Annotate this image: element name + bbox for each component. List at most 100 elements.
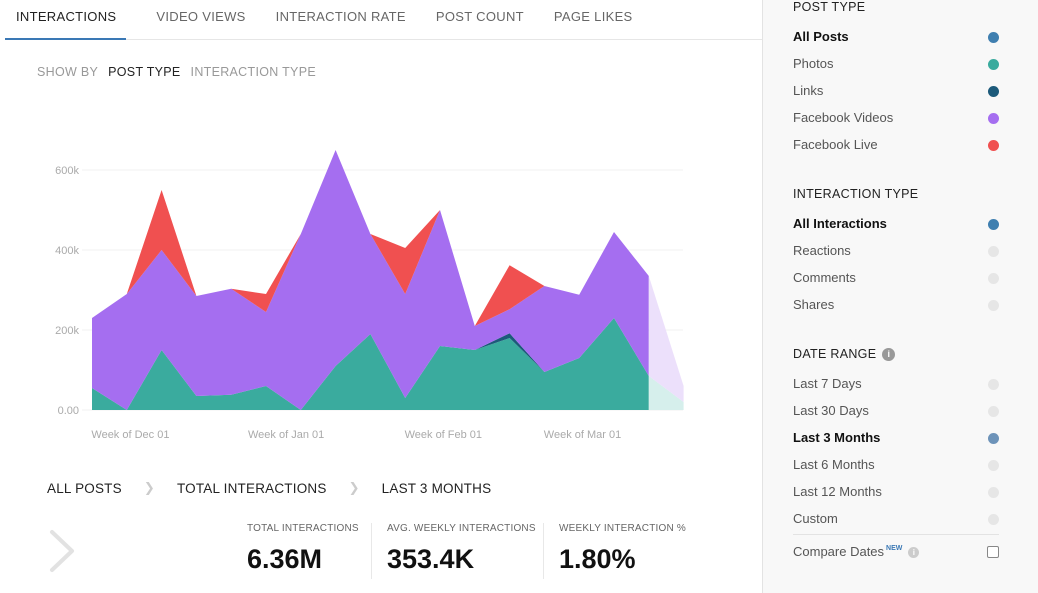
x-tick-label: Week of Dec 01 — [91, 429, 169, 441]
stat-label: AVG. WEEKLY INTERACTIONS — [387, 523, 536, 534]
sidebar-item-label: Last 30 Days — [793, 403, 869, 418]
post-type-title: POST TYPE — [793, 0, 866, 14]
area-photos-projected[interactable] — [648, 376, 684, 410]
color-dot-icon — [988, 219, 999, 230]
interactions-area-chart: 0.00 200k 400k 600k Week of Dec 01 Week of Ja… — [55, 150, 684, 441]
color-dot-icon — [988, 300, 999, 311]
color-dot-icon — [988, 113, 999, 124]
stat-avg-weekly-interactions: AVG. WEEKLY INTERACTIONS 353.4K — [387, 523, 536, 575]
sidebar-item-last-6-months[interactable]: Last 6 Months — [793, 457, 999, 477]
tab-interactions[interactable]: INTERACTIONS — [5, 0, 127, 40]
color-dot-icon — [988, 514, 999, 525]
stat-divider — [371, 523, 372, 579]
show-by-interaction-type[interactable]: INTERACTION TYPE — [190, 65, 316, 79]
y-tick-label: 600k — [55, 165, 79, 177]
chevron-right-icon: ❯ — [143, 480, 155, 495]
breadcrumb: ALL POSTS ❯ TOTAL INTERACTIONS ❯ LAST 3 … — [47, 480, 491, 496]
chevron-right-icon[interactable] — [48, 528, 78, 574]
x-tick-label: Week of Jan 01 — [248, 429, 324, 441]
color-dot-icon — [988, 59, 999, 70]
sidebar-item-all-interactions[interactable]: All Interactions — [793, 216, 999, 236]
sidebar-item-label: Last 3 Months — [793, 430, 881, 445]
area-facebook_videos-projected[interactable] — [648, 276, 684, 402]
y-tick-label: 200k — [55, 325, 79, 337]
sidebar-item-all-posts[interactable]: All Posts — [793, 29, 999, 49]
y-tick-label: 400k — [55, 245, 79, 257]
color-dot-icon — [988, 406, 999, 417]
tab-interaction-rate[interactable]: INTERACTION RATE — [275, 9, 406, 24]
chevron-right-icon: ❯ — [348, 480, 360, 495]
stat-label: TOTAL INTERACTIONS — [247, 523, 359, 534]
info-icon[interactable]: i — [882, 348, 896, 361]
filter-sidebar: POST TYPE All Posts Photos Links Facebook V… — [762, 0, 1038, 593]
sidebar-item-shares[interactable]: Shares — [793, 297, 999, 317]
stat-weekly-interaction-pct: WEEKLY INTERACTION % 1.80% — [559, 523, 686, 575]
sidebar-item-comments[interactable]: Comments — [793, 270, 999, 290]
sidebar-item-last-12-months[interactable]: Last 12 Months — [793, 484, 999, 504]
sidebar-item-photos[interactable]: Photos — [793, 56, 999, 76]
area-facebook_videos[interactable] — [92, 150, 649, 410]
y-tick-label: 0.00 — [58, 405, 79, 417]
show-by-post-type[interactable]: POST TYPE — [108, 65, 181, 79]
sidebar-item-last-7-days[interactable]: Last 7 Days — [793, 376, 999, 396]
sidebar-item-label: Custom — [793, 511, 838, 526]
date-range-label: DATE RANGE — [793, 347, 877, 361]
color-dot-icon — [988, 273, 999, 284]
divider — [793, 534, 999, 535]
info-icon[interactable]: i — [908, 547, 920, 558]
sidebar-item-label: Photos — [793, 56, 834, 71]
stat-value: 353.4K — [387, 544, 475, 574]
color-dot-icon — [988, 460, 999, 471]
interaction-type-title: INTERACTION TYPE — [793, 187, 919, 201]
sidebar-item-reactions[interactable]: Reactions — [793, 243, 999, 263]
sidebar-item-custom[interactable]: Custom — [793, 511, 999, 531]
breadcrumb-all-posts[interactable]: ALL POSTS — [47, 480, 122, 496]
color-dot-icon — [988, 140, 999, 151]
sidebar-item-label: Shares — [793, 297, 835, 312]
compare-dates-row[interactable]: Compare Dates NEW i — [793, 544, 999, 564]
sidebar-item-label: Comments — [793, 270, 856, 285]
sidebar-item-label: All Interactions — [793, 216, 887, 231]
sidebar-item-label: Facebook Videos — [793, 110, 894, 125]
show-by-bar: SHOW BY POST TYPE INTERACTION TYPE — [37, 65, 316, 79]
sidebar-item-last-3-months[interactable]: Last 3 Months — [793, 430, 999, 450]
tab-page-likes[interactable]: PAGE LIKES — [553, 9, 633, 24]
metric-tabs: INTERACTIONS VIDEO VIEWS INTERACTION RATE P… — [5, 0, 762, 40]
color-dot-icon — [988, 433, 999, 444]
sidebar-item-label: Last 12 Months — [793, 484, 882, 499]
stat-value: 1.80% — [559, 544, 636, 574]
sidebar-item-label: Facebook Live — [793, 137, 878, 152]
sidebar-item-label: Links — [793, 83, 824, 98]
stat-value: 6.36M — [247, 544, 323, 574]
color-dot-icon — [988, 32, 999, 43]
sidebar-item-links[interactable]: Links — [793, 83, 999, 103]
color-dot-icon — [988, 246, 999, 257]
color-dot-icon — [988, 86, 999, 97]
stat-divider — [543, 523, 544, 579]
sidebar-item-last-30-days[interactable]: Last 30 Days — [793, 403, 999, 423]
compare-dates-label: Compare Dates — [793, 544, 885, 559]
x-tick-label: Week of Mar 01 — [544, 429, 621, 441]
area-facebook_live[interactable] — [92, 150, 649, 326]
sidebar-item-facebook-live[interactable]: Facebook Live — [793, 137, 999, 157]
stat-total-interactions: TOTAL INTERACTIONS 6.36M — [247, 523, 359, 575]
sidebar-item-label: Last 6 Months — [793, 457, 875, 472]
color-dot-icon — [988, 379, 999, 390]
sidebar-item-label: All Posts — [793, 29, 849, 44]
area-photos[interactable] — [92, 318, 649, 410]
color-dot-icon — [988, 487, 999, 498]
stat-label: WEEKLY INTERACTION % — [559, 523, 686, 534]
breadcrumb-last-3-months[interactable]: LAST 3 MONTHS — [381, 480, 492, 496]
x-tick-label: Week of Feb 01 — [405, 429, 482, 441]
new-badge: NEW — [886, 545, 903, 552]
tab-video-views[interactable]: VIDEO VIEWS — [156, 9, 246, 24]
sidebar-item-label: Last 7 Days — [793, 376, 862, 391]
breadcrumb-total-interactions[interactable]: TOTAL INTERACTIONS — [176, 480, 327, 496]
main-panel: INTERACTIONS VIDEO VIEWS INTERACTION RATE P… — [5, 0, 762, 579]
sidebar-item-facebook-videos[interactable]: Facebook Videos — [793, 110, 999, 130]
show-by-label: SHOW BY — [37, 65, 99, 79]
tab-post-count[interactable]: POST COUNT — [435, 9, 524, 24]
date-range-title: DATE RANGE i — [793, 347, 896, 361]
sidebar-item-label: Reactions — [793, 243, 851, 258]
compare-dates-checkbox[interactable] — [987, 546, 999, 558]
